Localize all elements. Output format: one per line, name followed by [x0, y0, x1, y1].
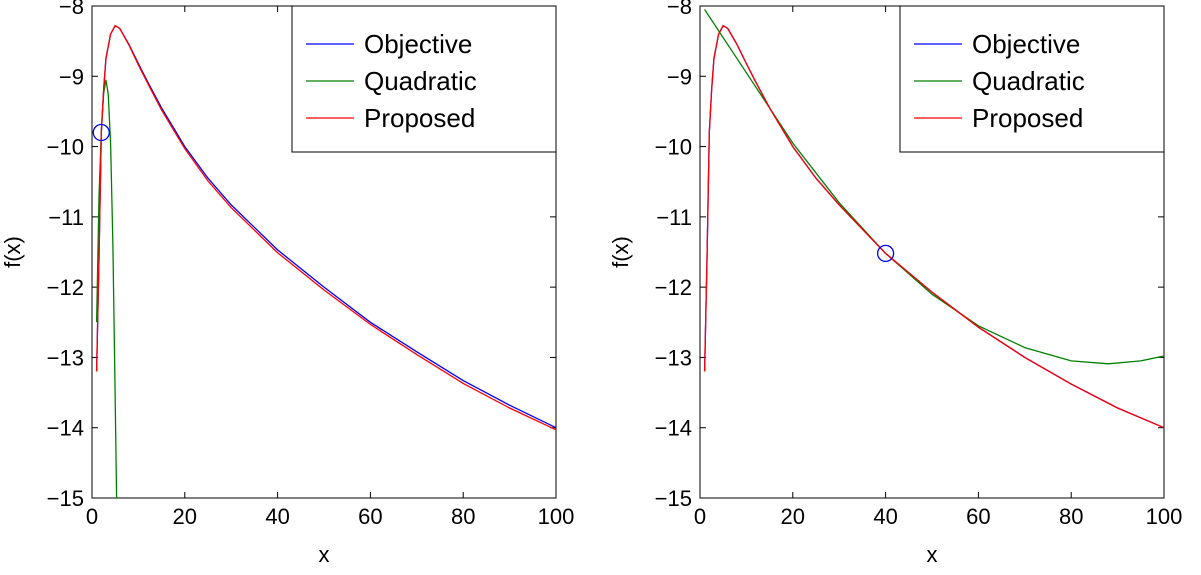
y-tick-label: −8: [59, 0, 84, 19]
x-axis-label: x: [927, 542, 938, 567]
legend: Objective Quadratic Proposed: [899, 5, 1165, 153]
y-tick-label: −15: [47, 486, 84, 511]
y-tick-label: −8: [667, 0, 692, 19]
y-tick-label: −11: [656, 205, 692, 230]
legend-label: Quadratic: [364, 66, 477, 96]
x-tick-label: 20: [781, 504, 805, 529]
x-tick-label: 60: [966, 504, 990, 529]
x-tick-label: 100: [1146, 504, 1183, 529]
y-tick-label: −10: [47, 135, 84, 160]
y-tick-label: −12: [655, 275, 692, 300]
plot-panel-1: 0 20 40 60 80 100 −8 −9 −10 −11 −12 −13 −14 −15 x f(x) O…: [0, 0, 574, 567]
y-tick-label: −14: [655, 416, 692, 441]
x-tick-label: 40: [873, 504, 897, 529]
y-tick-label: −9: [667, 64, 692, 89]
y-tick-label: −13: [47, 345, 84, 370]
plot-panel-2: 0 20 40 60 80 100 −8 −9 −10 −11 −12 −13 −14 −15 x f(x) O…: [608, 0, 1182, 567]
x-tick-label: 20: [173, 504, 197, 529]
y-axis-label: f(x): [608, 236, 633, 268]
legend-label: Objective: [972, 29, 1080, 59]
y-tick-label: −14: [47, 416, 84, 441]
x-tick-label: 80: [1059, 504, 1083, 529]
x-axis-label: x: [319, 542, 330, 567]
x-tick-label: 100: [538, 504, 575, 529]
series-line-proposed: [703, 24, 1164, 429]
legend-label: Proposed: [972, 103, 1083, 133]
legend-label: Quadratic: [972, 66, 1085, 96]
x-tick-label: 0: [694, 504, 706, 529]
legend-label: Objective: [364, 29, 472, 59]
x-tick-label: 60: [358, 504, 382, 529]
expansion-point-marker: [92, 123, 110, 142]
x-tick-label: 40: [265, 504, 289, 529]
series-line-proposed: [95, 24, 556, 431]
y-tick-label: −9: [59, 64, 84, 89]
legend: Objective Quadratic Proposed: [291, 5, 557, 153]
y-tick-label: −11: [48, 205, 84, 230]
legend-label: Proposed: [364, 103, 475, 133]
legend-box: [291, 5, 557, 153]
y-tick-label: −12: [47, 275, 84, 300]
y-tick-label: −10: [655, 135, 692, 160]
y-tick-label: −15: [655, 486, 692, 511]
y-tick-label: −13: [655, 345, 692, 370]
x-tick-label: 80: [451, 504, 475, 529]
expansion-point-marker: [876, 244, 895, 263]
legend-box: [899, 5, 1165, 153]
y-axis-label: f(x): [0, 236, 25, 268]
x-tick-label: 0: [86, 504, 98, 529]
